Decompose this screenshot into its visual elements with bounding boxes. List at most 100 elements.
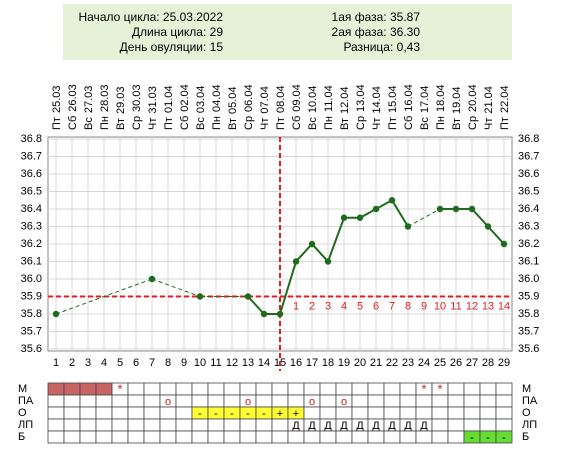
table-cell <box>399 394 417 408</box>
date: 17.04 <box>419 86 431 114</box>
date: 04.04 <box>211 84 223 112</box>
table-cell <box>207 430 225 444</box>
post-ovulation-day: 1 <box>293 300 299 312</box>
table-cell <box>463 418 481 432</box>
table-cell <box>47 394 65 408</box>
date: 09.04 <box>291 84 303 112</box>
cell-mark: - <box>502 432 506 444</box>
date-label: Пт 01.04 <box>163 86 175 130</box>
cell-mark: Д <box>420 420 428 432</box>
cell-mark: o <box>309 396 315 408</box>
weekday: Вс <box>419 117 431 130</box>
y-tick-label-right: 36.0 <box>518 273 539 285</box>
table-cell <box>335 430 353 444</box>
cycle-length: Длина цикла: 29 <box>132 25 223 39</box>
row-label: Б <box>18 431 25 443</box>
table-cell <box>463 382 481 396</box>
post-ovulation-day: 10 <box>434 300 446 312</box>
table-cell <box>191 418 209 432</box>
table-cell <box>479 406 497 420</box>
x-tick-label: 8 <box>165 357 171 369</box>
row-label-right: О <box>522 407 531 419</box>
weekday: Ср <box>467 116 479 130</box>
date-label: Ср 20.04 <box>467 84 479 130</box>
temperature-point <box>500 240 508 248</box>
table-cell <box>447 406 465 420</box>
temperature-point <box>340 214 348 221</box>
weekday: Пн <box>99 116 111 130</box>
cell-mark: - <box>214 408 218 420</box>
table-cell <box>399 406 417 420</box>
table-cell <box>463 406 481 420</box>
table-cell <box>63 394 81 408</box>
post-ovulation-day: 5 <box>357 300 363 312</box>
table-cell <box>287 394 305 408</box>
cell-mark: - <box>486 432 490 444</box>
ovulation-day: День овуляции: 15 <box>120 40 224 54</box>
table-cell <box>175 418 193 432</box>
cycle-start: Начало цикла: 25.03.2022 <box>78 10 223 24</box>
date: 31.03 <box>147 86 159 114</box>
x-tick-label: 5 <box>117 357 123 369</box>
table-cell <box>271 430 289 444</box>
table-cell <box>127 394 145 408</box>
x-tick-label: 2 <box>69 357 75 369</box>
table-cell <box>383 394 401 408</box>
weekday: Сб <box>403 116 415 130</box>
table-cell <box>143 394 161 408</box>
date-label: Пт 22.04 <box>499 86 511 130</box>
row-label: ЛП <box>18 419 33 431</box>
cell-mark: * <box>437 381 442 396</box>
date: 25.03 <box>51 86 63 114</box>
cell-mark: Д <box>340 420 348 432</box>
weekday: Вт <box>451 118 463 130</box>
table-cell <box>79 382 97 396</box>
post-ovulation-day: 6 <box>373 300 379 312</box>
weekday: Вс <box>83 117 95 130</box>
temperature-point <box>388 197 396 204</box>
cell-mark: Д <box>324 420 332 432</box>
x-tick-label: 24 <box>418 357 430 369</box>
table-cell <box>175 394 193 408</box>
cell-mark: Д <box>404 420 412 432</box>
row-label: О <box>18 407 27 419</box>
table-cell <box>447 382 465 396</box>
table-cell <box>479 418 497 432</box>
table-cell <box>175 430 193 444</box>
temperature-point <box>260 310 268 318</box>
temperature-point <box>372 205 380 213</box>
row-label-right: Б <box>522 431 529 443</box>
date-label: Вс 27.03 <box>83 86 95 130</box>
y-tick-label: 36.3 <box>21 220 42 232</box>
y-tick-label: 36.4 <box>21 203 42 215</box>
weekday: Ср <box>243 116 255 130</box>
table-cell <box>47 430 65 444</box>
table-cell <box>223 394 241 408</box>
weekday: Пт <box>499 117 511 130</box>
date: 28.03 <box>99 84 111 112</box>
x-tick-label: 27 <box>466 357 478 369</box>
table-cell <box>79 430 97 444</box>
date: 02.04 <box>179 84 191 112</box>
gap-connector <box>55 278 153 315</box>
weekday: Пн <box>435 116 447 130</box>
date: 26.03 <box>67 84 79 112</box>
phase1: 1ая фаза: 35.87 <box>332 10 421 24</box>
date-label: Чт 07.04 <box>259 86 271 130</box>
y-tick-label-right: 35.8 <box>518 308 539 320</box>
table-cell <box>143 430 161 444</box>
table-cell <box>431 394 449 408</box>
table-cell <box>399 430 417 444</box>
table-cell <box>303 430 321 444</box>
temperature-point <box>196 293 204 300</box>
table-cell <box>223 382 241 396</box>
table-cell <box>255 430 273 444</box>
y-tick-label: 36.8 <box>21 133 42 145</box>
weekday: Пн <box>211 116 223 130</box>
cell-mark: * <box>421 381 426 396</box>
table-cell <box>223 430 241 444</box>
y-tick-label-right: 35.7 <box>518 325 539 337</box>
table-cell <box>127 418 145 432</box>
table-cell <box>351 430 369 444</box>
date-label: Чт 14.04 <box>371 86 383 130</box>
